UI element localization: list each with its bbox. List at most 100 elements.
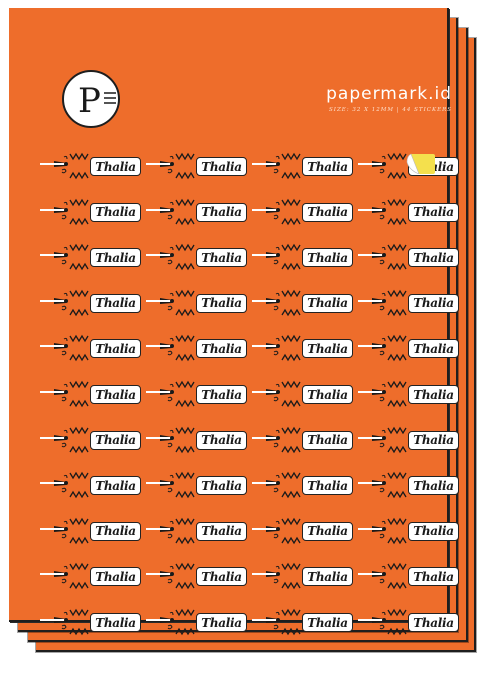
sticker-name-label: Thalia: [95, 387, 136, 402]
sticker-name-label: Thalia: [95, 615, 136, 630]
sticker-name-label: Thalia: [95, 569, 136, 584]
sticker-name-label: Thalia: [201, 524, 242, 539]
sticker-name-tag: Thalia: [196, 476, 247, 496]
lion-pattern-icon: [358, 152, 407, 180]
name-sticker: Thalia: [358, 471, 459, 499]
name-sticker: Thalia: [146, 608, 247, 636]
name-sticker: Thalia: [146, 152, 247, 180]
lion-pattern-icon: [358, 198, 407, 225]
lion-pattern-icon: [146, 198, 195, 225]
sticker-name-label: Thalia: [95, 524, 136, 539]
sticker-name-label: Thalia: [201, 250, 242, 265]
name-sticker: Thalia: [252, 471, 353, 499]
sticker-name-label: Thalia: [201, 387, 242, 402]
lion-pattern-icon: [40, 198, 89, 225]
name-sticker: Thalia: [40, 152, 141, 180]
sticker-name-label: Thalia: [201, 205, 242, 220]
sticker-name-label: Thalia: [95, 159, 136, 174]
name-sticker: Thalia: [252, 608, 353, 636]
lion-pattern-icon: [358, 243, 407, 271]
sticker-name-label: Thalia: [201, 341, 242, 356]
name-sticker: Thalia: [358, 243, 459, 271]
sticker-name-label: Thalia: [307, 615, 348, 630]
sticker-name-tag: Thalia: [408, 430, 459, 450]
sticker-name-tag: Thalia: [90, 567, 141, 587]
name-sticker: Thalia: [252, 517, 353, 545]
sticker-name-label: Thalia: [413, 433, 454, 448]
peeled-corner-icon: [406, 153, 435, 174]
sticker-name-label: Thalia: [307, 433, 348, 448]
sticker-name-label: Thalia: [201, 296, 242, 311]
lion-pattern-icon: [358, 426, 407, 453]
sticker-name-tag: Thalia: [302, 476, 353, 496]
sticker-name-label: Thalia: [307, 296, 348, 311]
sticker-name-label: Thalia: [307, 569, 348, 584]
name-sticker: Thalia: [40, 289, 141, 317]
name-sticker: Thalia: [358, 608, 459, 636]
sticker-name-tag: Thalia: [302, 157, 353, 176]
sticker-name-label: Thalia: [413, 341, 454, 356]
lion-pattern-icon: [252, 608, 301, 636]
name-sticker: Thalia: [358, 517, 459, 545]
lion-pattern-icon: [40, 380, 89, 408]
lion-pattern-icon: [252, 198, 301, 225]
name-sticker: Thalia: [40, 198, 141, 226]
sticker-name-tag: Thalia: [302, 567, 353, 587]
sheet-specs: SIZE: 32 X 12MM | 44 STICKERS: [329, 107, 452, 113]
brand-name: papermark.id: [326, 84, 452, 104]
sticker-name-tag: Thalia: [90, 293, 141, 313]
lion-pattern-icon: [252, 471, 301, 499]
lion-pattern-icon: [40, 335, 89, 362]
name-sticker: Thalia: [146, 562, 247, 590]
logo-letter: P: [78, 81, 101, 121]
sticker-name-label: Thalia: [95, 433, 136, 448]
lion-pattern-icon: [146, 289, 195, 317]
lion-pattern-icon: [358, 335, 407, 362]
sticker-name-label: Thalia: [413, 478, 454, 493]
sticker-name-label: Thalia: [95, 341, 136, 356]
sticker-name-tag: Thalia: [90, 157, 141, 176]
name-sticker: Thalia: [40, 471, 141, 499]
name-sticker: Thalia: [146, 334, 247, 362]
sticker-name-tag: Thalia: [196, 521, 247, 541]
lion-pattern-icon: [358, 289, 407, 317]
sticker-name-tag: Thalia: [408, 567, 459, 587]
name-sticker: Thalia: [252, 334, 353, 362]
lion-pattern-icon: [40, 471, 89, 499]
lion-pattern-icon: [252, 426, 301, 453]
lion-pattern-icon: [40, 517, 89, 545]
lion-pattern-icon: [146, 563, 195, 590]
sticker-name-label: Thalia: [307, 250, 348, 265]
sticker-name-label: Thalia: [95, 250, 136, 265]
sticker-name-tag: Thalia: [408, 202, 459, 222]
name-sticker: Thalia: [358, 380, 459, 408]
name-sticker: Thalia: [146, 380, 247, 408]
lion-pattern-icon: [40, 243, 89, 271]
sticker-name-label: Thalia: [413, 524, 454, 539]
lion-pattern-icon: [358, 517, 407, 545]
sticker-name-tag: Thalia: [196, 202, 247, 222]
sticker-name-tag: Thalia: [408, 476, 459, 496]
lion-pattern-icon: [252, 517, 301, 545]
sticker-name-label: Thalia: [307, 478, 348, 493]
sticker-name-tag: Thalia: [90, 476, 141, 496]
lion-pattern-icon: [358, 563, 407, 590]
name-sticker: Thalia: [252, 380, 353, 408]
sticker-name-label: Thalia: [413, 387, 454, 402]
lion-pattern-icon: [358, 608, 407, 636]
lion-pattern-icon: [40, 152, 89, 180]
name-sticker: Thalia: [40, 243, 141, 271]
sticker-name-tag: Thalia: [302, 248, 353, 268]
p-logo-icon: P: [62, 70, 120, 128]
lion-pattern-icon: [40, 563, 89, 590]
sticker-name-tag: Thalia: [90, 248, 141, 268]
lion-pattern-icon: [252, 380, 301, 408]
sticker-name-label: Thalia: [201, 433, 242, 448]
sticker-name-tag: Thalia: [196, 613, 247, 632]
name-sticker: Thalia: [252, 152, 353, 180]
name-sticker: Thalia: [252, 426, 353, 454]
sticker-name-label: Thalia: [95, 478, 136, 493]
lion-pattern-icon: [252, 335, 301, 362]
sticker-name-label: Thalia: [413, 205, 454, 220]
lion-pattern-icon: [146, 608, 195, 636]
